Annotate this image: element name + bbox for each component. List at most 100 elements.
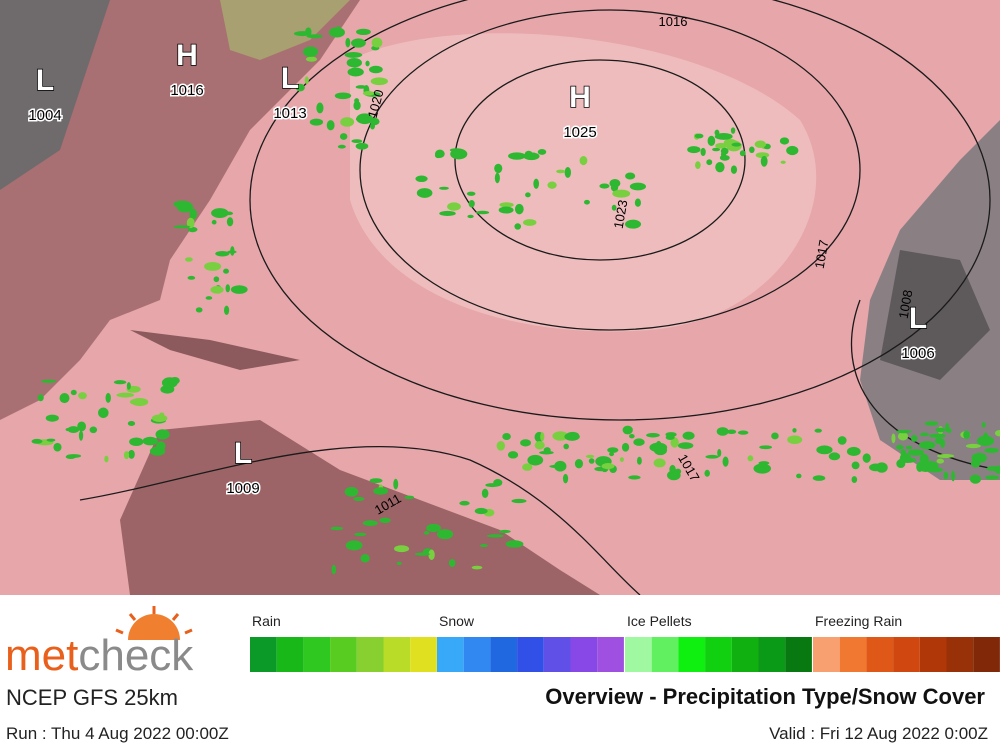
- rain-cell: [726, 429, 737, 434]
- rain-cell: [636, 456, 642, 465]
- rain-cell: [474, 507, 488, 515]
- rain-cell: [169, 376, 180, 385]
- rain-cell: [846, 446, 861, 457]
- rain-cell: [204, 261, 222, 271]
- rain-cell: [77, 421, 86, 432]
- rain-cell: [499, 202, 514, 208]
- pressure-value: 1006: [901, 345, 934, 362]
- rain-cell: [547, 181, 557, 189]
- rain-cell: [330, 526, 344, 531]
- rain-cell: [677, 442, 694, 449]
- rain-cell: [362, 91, 375, 96]
- rain-cell: [45, 414, 59, 422]
- rain-cell: [527, 454, 544, 466]
- rain-cell: [629, 182, 647, 191]
- rain-cell: [126, 382, 131, 390]
- rain-cell: [563, 443, 569, 450]
- rain-cell: [187, 226, 198, 233]
- rain-cell: [900, 449, 907, 458]
- rain-cell: [205, 296, 213, 300]
- rain-cell: [963, 430, 971, 440]
- rain-cell: [347, 67, 364, 77]
- pressure-value: 1004: [28, 107, 61, 124]
- legend-swatch: [250, 637, 277, 672]
- rain-cell: [622, 425, 633, 435]
- isobar-label: 1023: [611, 199, 631, 230]
- rain-cell: [339, 133, 348, 140]
- rain-cell: [629, 433, 635, 439]
- rain-cell: [439, 186, 449, 190]
- rain-cell: [351, 139, 363, 144]
- rain-cell: [393, 478, 399, 490]
- legend-swatch: [356, 637, 384, 672]
- rain-cell: [612, 189, 631, 198]
- rain-cell: [326, 120, 335, 131]
- rain-cell: [687, 146, 701, 154]
- rain-cell: [104, 455, 109, 463]
- rain-cell: [334, 92, 352, 100]
- land-snow: [220, 0, 350, 60]
- legend-swatch: [758, 637, 786, 672]
- rain-cell: [779, 137, 790, 145]
- rain-cell: [67, 426, 80, 434]
- rain-cell: [486, 534, 504, 538]
- rain-cell: [634, 198, 641, 207]
- rain-cell: [599, 183, 610, 189]
- rain-cell: [449, 148, 463, 152]
- legend-label: Snow: [439, 613, 475, 629]
- rain-cell: [522, 219, 537, 226]
- rain-cell: [862, 453, 871, 463]
- rain-cell: [335, 26, 342, 36]
- rain-cell: [187, 275, 196, 280]
- rain-cell: [128, 449, 135, 459]
- rain-cell: [316, 102, 324, 114]
- rain-cell: [129, 398, 148, 406]
- rain-cell: [65, 454, 76, 460]
- rain-cell: [211, 208, 229, 218]
- rain-cell: [969, 474, 982, 484]
- rain-cell: [851, 476, 858, 483]
- rain-cell: [173, 225, 191, 229]
- rain-cell: [353, 100, 361, 111]
- rain-cell: [828, 452, 841, 461]
- rain-cell: [760, 155, 768, 167]
- rain-cell: [621, 442, 630, 452]
- rain-cell: [215, 251, 230, 257]
- rain-cell: [226, 217, 234, 227]
- rain-cell: [771, 432, 779, 440]
- rain-cell: [53, 442, 62, 452]
- rain-cell: [514, 223, 522, 230]
- legend-swatch: [625, 637, 652, 672]
- rain-cell: [625, 219, 642, 229]
- legend-swatch: [785, 637, 812, 672]
- legend-swatch: [973, 637, 1000, 672]
- rain-cell: [896, 429, 912, 434]
- rain-cell: [520, 439, 532, 447]
- legend-swatch: [437, 637, 464, 672]
- rain-cell: [494, 172, 500, 184]
- land-south-america: [120, 420, 600, 595]
- rain-cell: [365, 60, 370, 67]
- rain-cell: [905, 445, 913, 450]
- rain-cell: [552, 431, 569, 441]
- rain-cell: [493, 479, 503, 487]
- rain-cell: [498, 206, 514, 214]
- rain-cell: [467, 214, 474, 219]
- rain-cell: [428, 549, 435, 560]
- rain-cell: [540, 432, 545, 442]
- rain-cell: [223, 268, 229, 274]
- rain-cell: [447, 202, 461, 211]
- rain-cell: [619, 457, 624, 462]
- rain-cell: [814, 428, 822, 433]
- rain-cell: [224, 305, 230, 316]
- rain-cell: [754, 140, 766, 148]
- rain-cell: [304, 76, 309, 85]
- rain-cell: [448, 559, 456, 568]
- rain-cell: [786, 145, 799, 156]
- precipitation: [31, 26, 1000, 575]
- rain-cell: [305, 56, 318, 62]
- rain-cell: [356, 28, 371, 36]
- rain-cell: [695, 161, 701, 169]
- rain-cell: [945, 422, 950, 433]
- rain-cell: [230, 285, 248, 294]
